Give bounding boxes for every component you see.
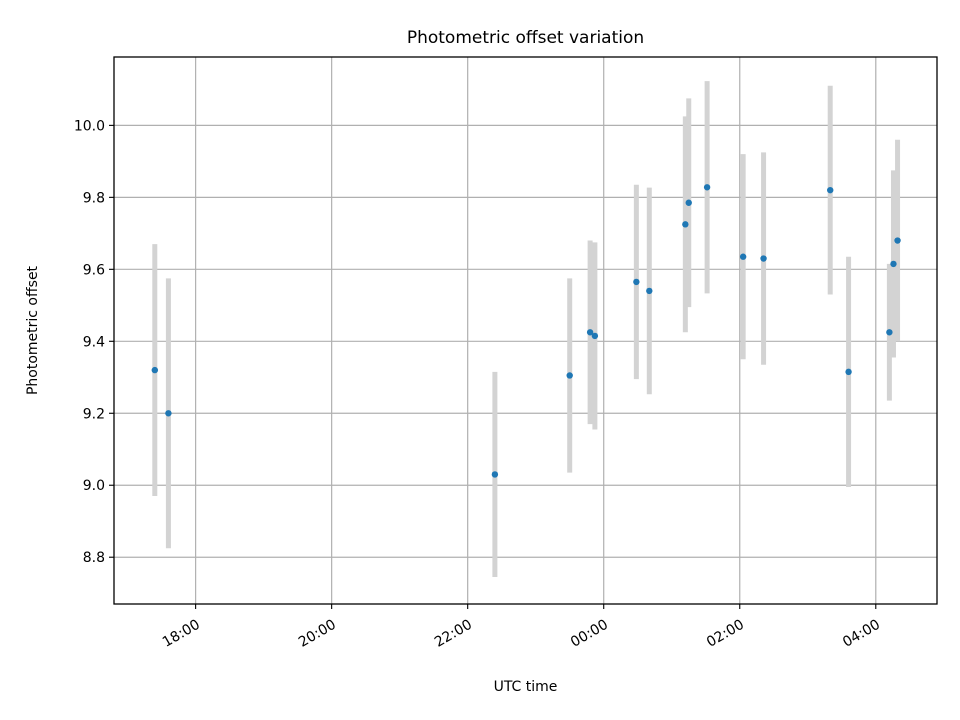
data-point [760,255,767,262]
data-points [151,184,901,478]
data-point [591,332,599,340]
data-point [151,366,159,374]
data-point [894,237,901,244]
plot-area-frame [113,56,938,605]
y-tick-label: 9.6 [83,262,105,278]
data-point [682,221,689,228]
chart-title: Photometric offset variation [407,28,644,48]
data-point [165,410,172,417]
data-point [845,368,852,376]
y-tick-label: 9.0 [83,478,105,494]
data-point [685,199,692,206]
y-tick-label: 8.8 [83,550,105,566]
data-point [739,253,747,260]
data-point [646,287,653,295]
data-point [586,329,594,336]
y-tick-label: 9.4 [83,334,105,350]
grid-lines [114,57,937,604]
data-point [827,186,834,194]
x-axis-label: UTC time [494,679,558,695]
y-tick-label: 9.2 [83,406,105,422]
data-point [703,184,711,191]
data-point [491,471,499,478]
data-point [890,260,897,268]
y-tick-label: 9.8 [83,190,105,206]
data-point [566,372,573,379]
y-axis-label: Photometric offset [25,265,41,395]
data-point [633,278,640,286]
y-tick-label: 10.0 [74,118,105,134]
data-point [886,329,893,336]
